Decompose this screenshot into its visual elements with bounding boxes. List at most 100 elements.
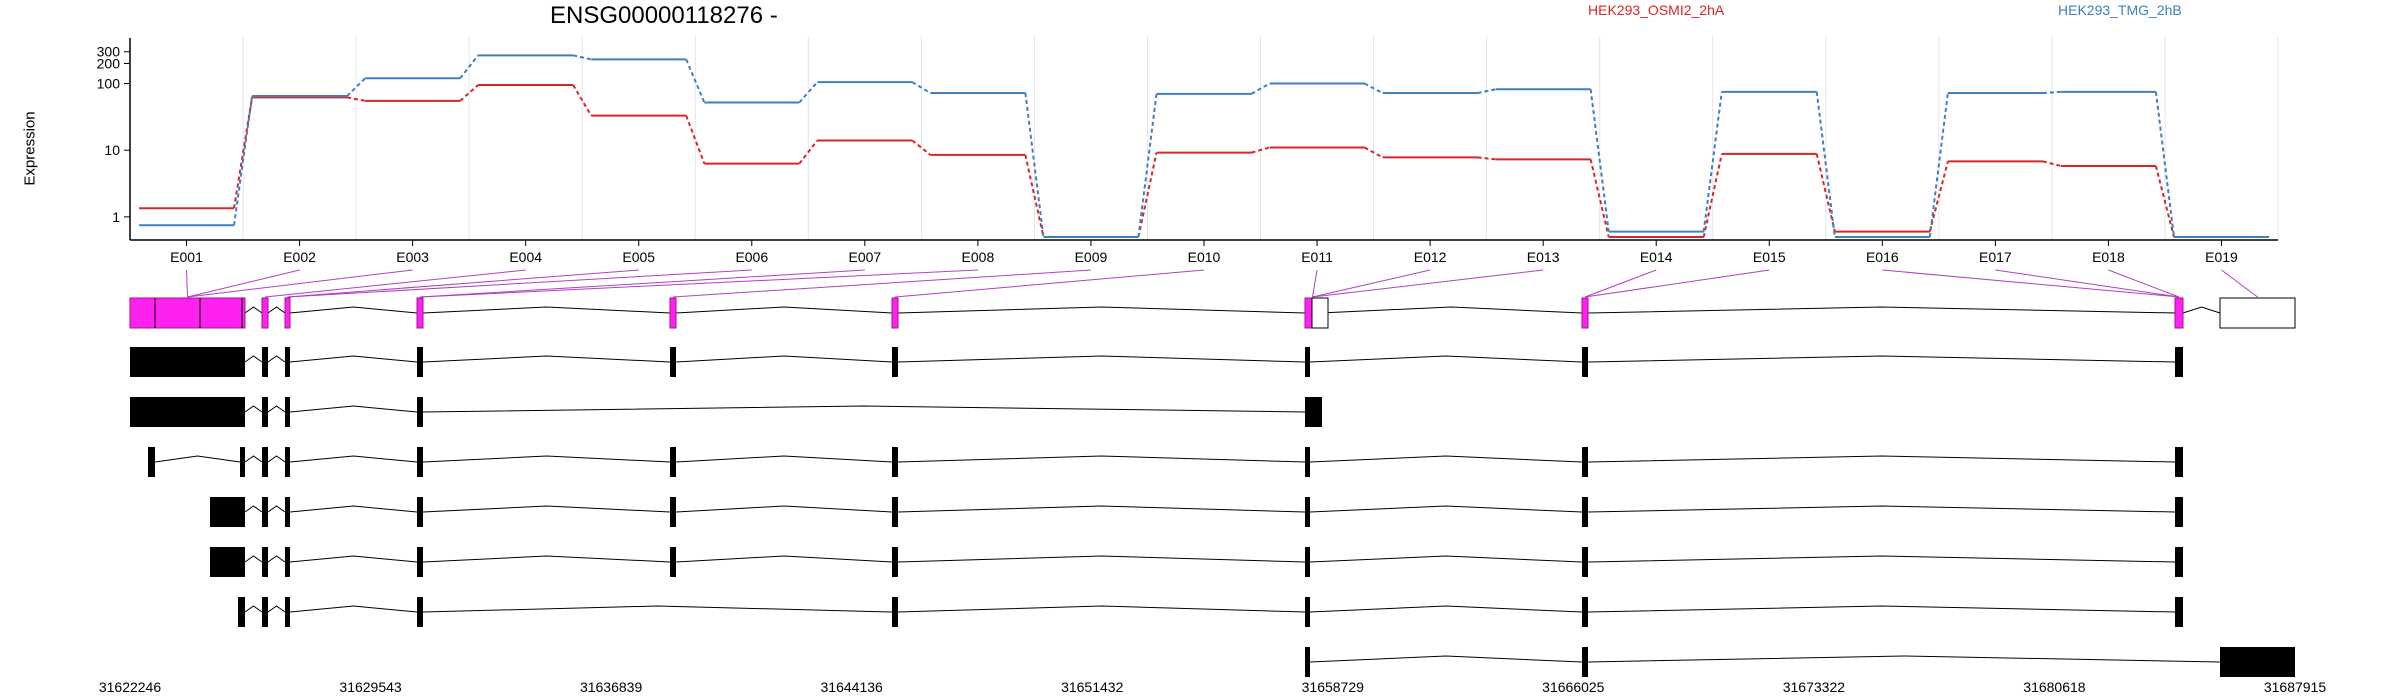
exon-connector — [187, 269, 300, 298]
x-tick-label: E018 — [2092, 249, 2125, 265]
intron-line — [422, 505, 671, 513]
x-tick-label: E019 — [2205, 249, 2238, 265]
intron-line — [267, 306, 286, 314]
y-tick-label: 1 — [112, 209, 120, 225]
exon-connector — [1995, 269, 2180, 298]
intron-line — [267, 505, 286, 513]
intron-line — [1309, 555, 1583, 563]
series-connector — [685, 115, 706, 164]
series-connector — [1137, 152, 1158, 238]
isoform-exon — [1305, 597, 1310, 627]
genomic-tick-label: 31666025 — [1542, 679, 1605, 695]
series-connector — [1024, 92, 1045, 238]
isoform-exon — [670, 447, 676, 477]
series-connector — [1589, 89, 1610, 232]
x-tick-label: E003 — [396, 249, 429, 265]
exon-box — [416, 297, 424, 329]
intron-line — [267, 455, 286, 463]
y-tick-label: 300 — [97, 44, 121, 60]
x-tick-label: E007 — [848, 249, 881, 265]
isoform-exon — [238, 597, 245, 627]
isoform-exon — [417, 597, 423, 627]
intron-line — [897, 455, 1306, 463]
x-tick-label: E006 — [735, 249, 768, 265]
isoform-exon — [262, 397, 268, 427]
intron-line — [244, 505, 263, 513]
genomic-tick-label: 31629543 — [339, 679, 402, 695]
isoform-exon — [2175, 497, 2183, 527]
isoform-exon — [285, 447, 290, 477]
genomic-tick-label: 31636839 — [580, 679, 643, 695]
series-connector — [1702, 91, 1723, 232]
isoform-exon — [2175, 347, 2183, 377]
intron-line — [267, 555, 286, 563]
series-connector — [798, 139, 819, 165]
exon-box — [1581, 297, 1589, 329]
exon-box — [2174, 297, 2184, 329]
series-connector — [685, 59, 706, 103]
series-connector — [572, 84, 593, 117]
series-connector — [572, 54, 592, 61]
isoform-exon — [417, 397, 423, 427]
isoform-exon — [670, 497, 676, 527]
genomic-tick-label: 31644136 — [821, 679, 884, 695]
exon-box — [129, 297, 246, 329]
intron-line — [244, 306, 263, 314]
intron-line — [267, 405, 286, 413]
intron-line — [1587, 605, 2176, 613]
series-connector — [1477, 156, 1496, 161]
intron-line — [675, 355, 893, 363]
intron-line — [897, 505, 1306, 513]
intron-line — [675, 455, 893, 463]
y-tick-label: 200 — [97, 55, 121, 71]
exon-connector — [264, 269, 526, 298]
exon-connector — [1312, 269, 1544, 298]
exon-connector — [287, 269, 752, 298]
x-tick-label: E005 — [622, 249, 655, 265]
isoform-exon — [892, 447, 898, 477]
isoform-exon — [210, 547, 245, 577]
intron-line — [422, 306, 671, 314]
intron-line — [675, 505, 893, 513]
intron-line — [1587, 455, 2176, 463]
x-tick-label: E001 — [170, 249, 203, 265]
isoform-exon — [210, 497, 245, 527]
exon-box — [1311, 297, 1329, 329]
exon-connector — [2108, 269, 2180, 298]
legend-series-a: HEK293_OSMI2_2hA — [1588, 2, 1725, 18]
exon-connector — [2221, 269, 2258, 298]
isoform-exon — [417, 547, 423, 577]
x-tick-label: E016 — [1866, 249, 1899, 265]
x-tick-label: E012 — [1414, 249, 1447, 265]
isoform-exon — [285, 347, 290, 377]
x-tick-label: E009 — [1075, 249, 1108, 265]
intron-line — [244, 405, 263, 413]
series-connector — [911, 139, 932, 156]
x-tick-label: E004 — [509, 249, 542, 265]
isoform-exon — [1582, 347, 1588, 377]
isoform-exon — [130, 347, 245, 377]
isoform-exon — [892, 497, 898, 527]
exon-connector — [186, 269, 188, 298]
series-connector — [1702, 153, 1723, 238]
isoform-exon — [417, 347, 423, 377]
intron-line — [244, 605, 263, 613]
isoform-exon — [417, 497, 423, 527]
genomic-tick-label: 31658729 — [1302, 679, 1365, 695]
y-tick-label: 10 — [104, 142, 120, 158]
exon-connector — [1584, 269, 1657, 298]
isoform-exon — [1305, 347, 1310, 377]
x-tick-label: E014 — [1640, 249, 1673, 265]
intron-line — [244, 455, 263, 463]
series-connector — [233, 95, 254, 226]
intron-line — [154, 455, 241, 463]
exon-connector — [419, 269, 978, 298]
intron-line — [289, 555, 418, 563]
isoform-exon — [1305, 547, 1310, 577]
isoform-exon — [285, 397, 290, 427]
isoform-exon — [262, 497, 268, 527]
intron-line — [289, 455, 418, 463]
exon-box — [2219, 297, 2296, 329]
